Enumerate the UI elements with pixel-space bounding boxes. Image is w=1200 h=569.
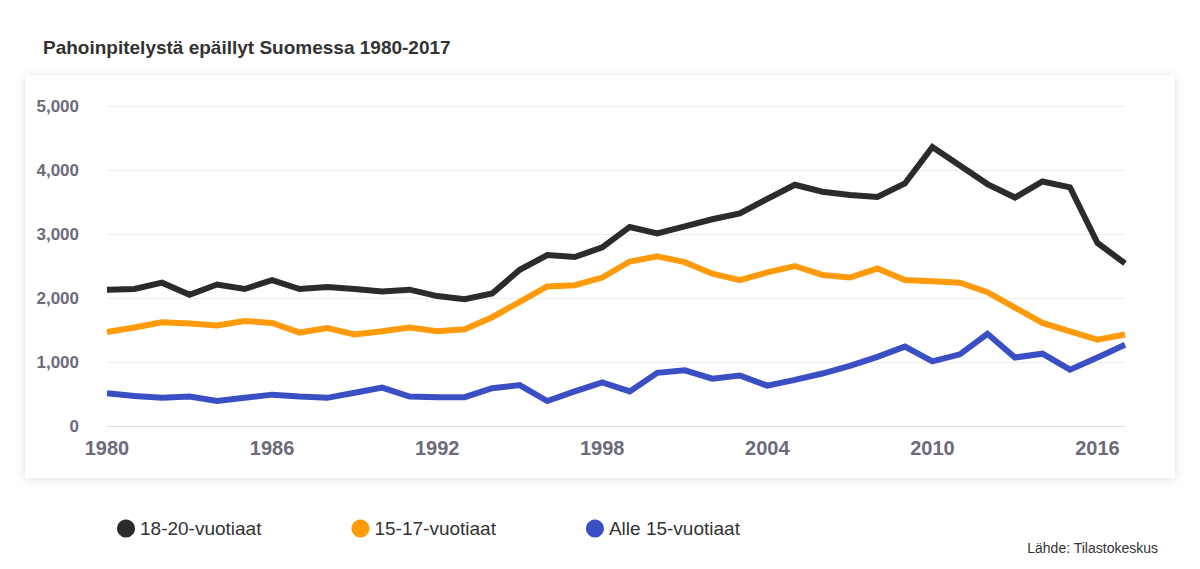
- svg-text:0: 0: [70, 417, 79, 436]
- svg-text:1986: 1986: [250, 437, 295, 459]
- svg-text:18-20-vuotiaat: 18-20-vuotiaat: [140, 518, 262, 539]
- svg-text:2010: 2010: [910, 437, 955, 459]
- svg-text:2004: 2004: [745, 437, 790, 459]
- svg-text:4,000: 4,000: [36, 161, 79, 180]
- svg-text:1980: 1980: [85, 437, 130, 459]
- svg-text:5,000: 5,000: [36, 97, 79, 116]
- svg-text:2,000: 2,000: [36, 289, 79, 308]
- svg-text:Lähde: Tilastokeskus: Lähde: Tilastokeskus: [1027, 540, 1158, 556]
- svg-text:1998: 1998: [580, 437, 625, 459]
- svg-text:3,000: 3,000: [36, 225, 79, 244]
- svg-text:1992: 1992: [415, 437, 460, 459]
- svg-text:15-17-vuotiaat: 15-17-vuotiaat: [374, 518, 496, 539]
- svg-text:1,000: 1,000: [36, 353, 79, 372]
- svg-text:2016: 2016: [1075, 437, 1120, 459]
- svg-text:Alle 15-vuotiaat: Alle 15-vuotiaat: [609, 518, 741, 539]
- svg-text:Pahoinpitelystä epäillyt Suome: Pahoinpitelystä epäillyt Suomessa 1980-2…: [43, 37, 451, 58]
